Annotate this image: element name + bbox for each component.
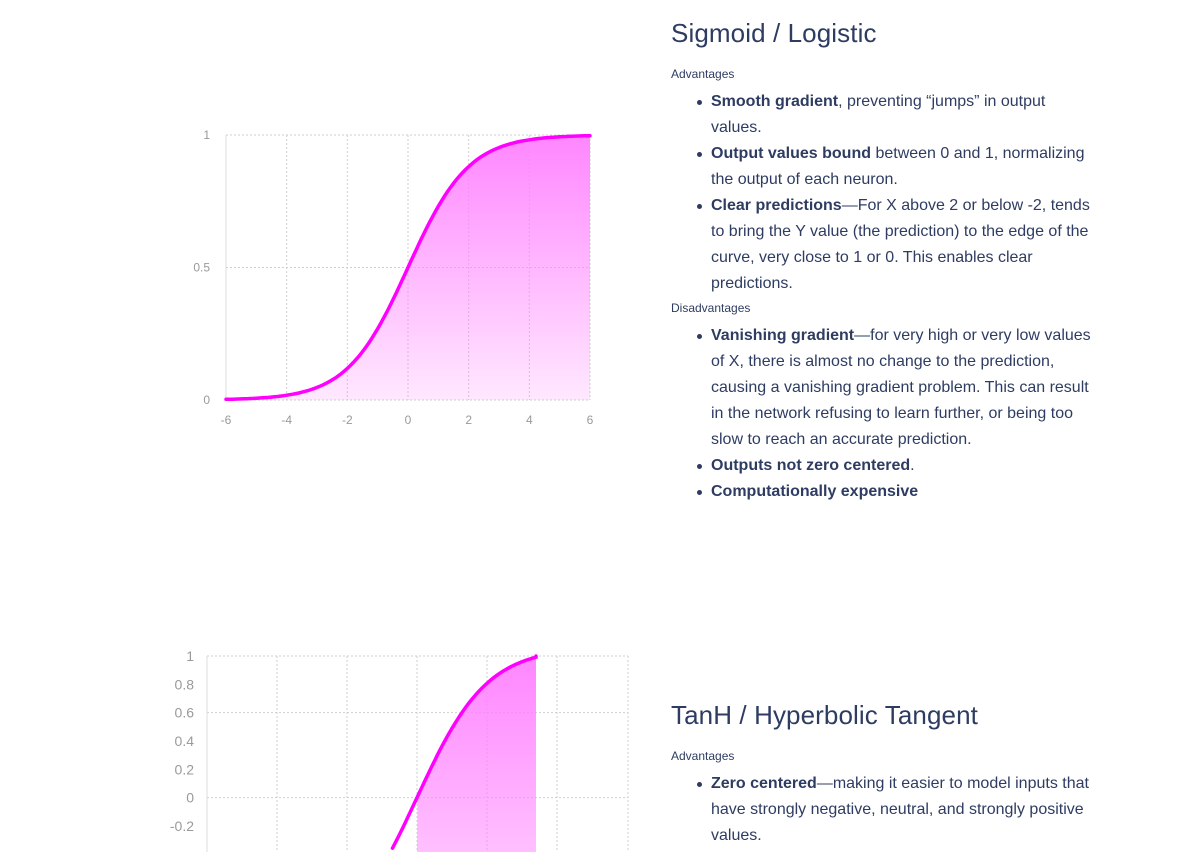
list-item: Computationally expensive	[697, 479, 1091, 505]
list-item: Zero centered—making it easier to model …	[697, 771, 1091, 849]
x-tick-label: -2	[342, 413, 353, 427]
tanh-curve	[390, 654, 538, 850]
sigmoid-disadvantages-label: Disadvantages	[671, 301, 751, 315]
item-bold: Computationally expensive	[711, 483, 919, 500]
y-tick-label: 0.6	[175, 705, 195, 721]
item-bold: Smooth gradient	[711, 93, 839, 110]
sigmoid-chart: -6 -4 -2 0 2 4 6 0 0.5 1	[180, 110, 610, 440]
item-text: between 0 and 1, normalizing the output …	[711, 145, 1085, 188]
sigmoid-title: Sigmoid / Logistic	[671, 18, 877, 48]
y-tick-label: 0	[186, 790, 194, 806]
y-tick-label: 1	[203, 128, 210, 142]
sigmoid-advantages-label: Advantages	[671, 67, 735, 81]
y-tick-label: 0.4	[175, 733, 195, 749]
y-tick-label: 1	[186, 648, 194, 664]
x-tick-label: -6	[221, 413, 232, 427]
item-bold: Outputs not zero centered	[711, 457, 911, 474]
list-item: Clear predictions—For X above 2 or below…	[697, 193, 1091, 297]
sigmoid-advantages-list: Smooth gradient, preventing “jumps” in o…	[671, 89, 1091, 297]
y-tick-label: 0	[203, 393, 210, 407]
y-tick-label: 0.2	[175, 761, 195, 777]
item-text: .	[910, 457, 915, 474]
x-tick-label: 6	[587, 413, 594, 427]
sigmoid-curve	[224, 133, 592, 402]
tanh-area	[417, 656, 536, 852]
y-tick-label: -0.2	[170, 818, 194, 834]
x-tick-label: 4	[526, 413, 533, 427]
item-text: , preventing “jumps” in output values.	[711, 93, 1046, 136]
x-tick-label: -4	[281, 413, 292, 427]
x-tick-label: 2	[465, 413, 472, 427]
list-item: Output values bound between 0 and 1, nor…	[697, 141, 1091, 193]
item-bold: Clear predictions	[711, 197, 842, 214]
item-bold: Output values bound	[711, 145, 871, 162]
tanh-advantages-label: Advantages	[671, 749, 735, 763]
x-tick-label: 0	[405, 413, 412, 427]
tanh-title: TanH / Hyperbolic Tangent	[671, 700, 978, 730]
y-tick-label: 0.8	[175, 676, 195, 692]
sigmoid-section: Sigmoid / Logistic Advantages Smooth gra…	[671, 18, 1091, 505]
item-text: —making it easier to model inputs that h…	[711, 775, 1089, 844]
list-item: Smooth gradient, preventing “jumps” in o…	[697, 89, 1091, 141]
list-item: Outputs not zero centered.	[697, 453, 1091, 479]
item-text: —For X above 2 or below -2, tends to bri…	[711, 197, 1090, 292]
tanh-chart: 1 0.8 0.6 0.4 0.2 0 -0.2	[160, 640, 640, 852]
item-bold: Zero centered	[711, 775, 817, 792]
y-tick-label: 0.5	[193, 261, 210, 275]
sigmoid-disadvantages-list: Vanishing gradient—for very high or very…	[671, 323, 1091, 505]
item-text: —for very high or very low values of X, …	[711, 327, 1091, 448]
tanh-chart-svg: 1 0.8 0.6 0.4 0.2 0 -0.2	[170, 648, 629, 852]
list-item: Vanishing gradient—for very high or very…	[697, 323, 1091, 453]
sigmoid-chart-svg: -6 -4 -2 0 2 4 6 0 0.5 1	[193, 128, 594, 427]
tanh-advantages-list: Zero centered—making it easier to model …	[671, 771, 1091, 849]
item-bold: Vanishing gradient	[711, 327, 855, 344]
tanh-section: TanH / Hyperbolic Tangent Advantages Zer…	[671, 700, 1091, 849]
